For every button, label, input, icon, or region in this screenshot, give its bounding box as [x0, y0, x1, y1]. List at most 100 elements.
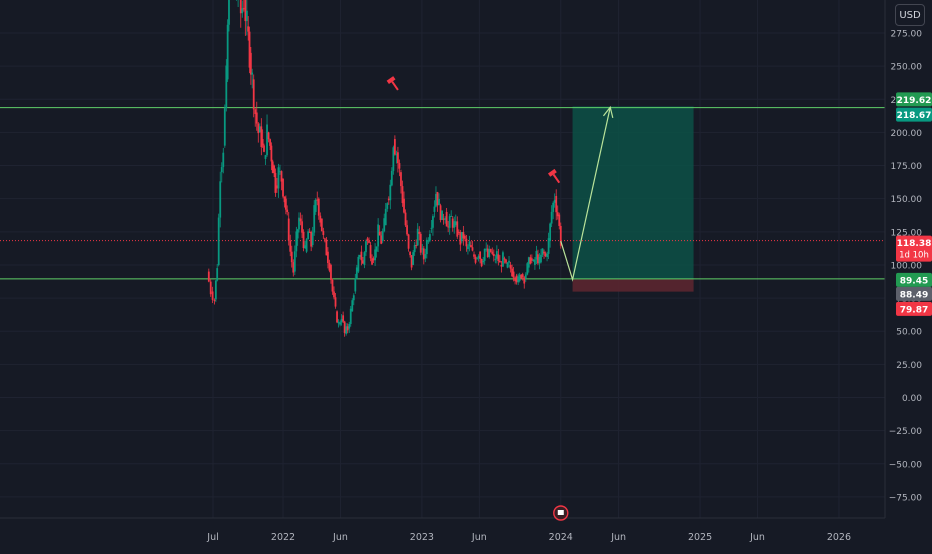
y-tick-label: 50.00	[896, 328, 922, 338]
candle-body	[532, 259, 535, 261]
candle-body	[251, 72, 254, 75]
candle-body	[407, 234, 410, 249]
candle-body	[293, 251, 296, 272]
y-tick-label: 250.00	[891, 63, 923, 73]
y-tick-label: −75.00	[889, 493, 923, 503]
candle-body	[448, 216, 451, 228]
candle-body	[540, 254, 542, 263]
candle-body	[497, 254, 500, 261]
candle-body	[392, 147, 395, 171]
candle-body	[241, 8, 244, 14]
candle-body	[485, 248, 488, 250]
price-tag-box	[896, 235, 932, 262]
candle-body	[473, 254, 475, 257]
candle-body	[333, 291, 335, 298]
candle-body	[247, 26, 250, 32]
candle-body	[468, 241, 471, 247]
y-tick-label: −50.00	[889, 460, 923, 470]
candle-body	[255, 112, 258, 124]
candle-body	[289, 240, 292, 252]
x-tick-label: Jul	[206, 532, 218, 543]
currency-button[interactable]: USD	[895, 4, 925, 26]
projection-arrow	[560, 105, 614, 282]
candle-body	[541, 248, 544, 255]
hammer-marker-handle	[391, 81, 399, 91]
candle-body	[280, 171, 283, 182]
candle-body	[296, 229, 299, 239]
stop-zone	[572, 278, 694, 292]
candle-body	[339, 322, 341, 325]
candle-body	[299, 218, 302, 222]
candle-body	[556, 212, 559, 217]
candle-body	[283, 196, 286, 203]
candle-body	[508, 260, 510, 263]
candle-body	[395, 154, 398, 156]
candle-body	[521, 274, 524, 278]
candle-body	[331, 279, 334, 292]
candle-body	[495, 251, 498, 259]
candle-body	[217, 217, 220, 265]
candle-body	[544, 253, 547, 257]
candle-body	[433, 206, 436, 212]
candle-body	[463, 235, 466, 239]
candle-body	[413, 245, 416, 253]
candle-body	[505, 259, 507, 263]
candle-body	[211, 291, 214, 300]
candle-body	[514, 277, 517, 282]
candle-body	[372, 258, 375, 261]
candle-body	[500, 264, 503, 267]
candle-body	[425, 239, 428, 255]
candle-body	[336, 311, 338, 323]
candle-body	[371, 258, 373, 265]
candle-body	[451, 218, 454, 228]
candle-body	[292, 262, 295, 273]
candle-body	[470, 245, 472, 248]
x-tick-label: Jun	[471, 532, 487, 543]
candle-body	[526, 263, 529, 275]
candle-body	[436, 192, 439, 206]
candle-body	[552, 202, 555, 212]
hammer-marker-head	[547, 168, 557, 177]
position-zones	[572, 106, 694, 292]
candle-body	[323, 238, 326, 240]
candle-body	[354, 278, 357, 292]
candle-body	[369, 245, 372, 259]
candle-body	[244, 0, 247, 22]
candle-body	[279, 171, 281, 173]
candle-body	[322, 231, 325, 235]
candle-body	[453, 221, 456, 228]
candle-body	[477, 256, 480, 259]
candle-body	[537, 254, 539, 264]
candle-body	[248, 31, 251, 68]
candle-body	[445, 211, 448, 227]
candle-body	[261, 139, 264, 146]
price-tag-box	[896, 92, 932, 107]
x-tick-label: Jun	[749, 532, 765, 543]
y-tick-label: 150.00	[891, 195, 923, 205]
candle-body	[308, 231, 311, 233]
candle-body	[226, 24, 229, 80]
candle-body	[471, 247, 474, 251]
candle-body	[276, 185, 278, 189]
candle-body	[489, 249, 492, 252]
candle-body	[401, 186, 404, 204]
candle-body	[282, 178, 284, 197]
candle-body	[494, 258, 497, 260]
candle-body	[352, 295, 355, 301]
candle-body	[518, 274, 521, 281]
candle-body	[366, 238, 369, 241]
candle-body	[465, 238, 468, 247]
hammer-marker-icon	[386, 76, 399, 91]
price-labels: 219.62 218.67 118.38 1d 10h 89.45 88.49 79.87	[896, 92, 932, 316]
candle-body	[377, 224, 380, 247]
candle-body	[222, 152, 225, 168]
candle-body	[270, 145, 273, 162]
candle-body	[223, 108, 226, 146]
candle-body	[422, 248, 425, 260]
candle-body	[483, 248, 486, 261]
candle-body	[264, 155, 267, 159]
candle-body	[343, 321, 346, 333]
candle-body	[480, 259, 483, 267]
